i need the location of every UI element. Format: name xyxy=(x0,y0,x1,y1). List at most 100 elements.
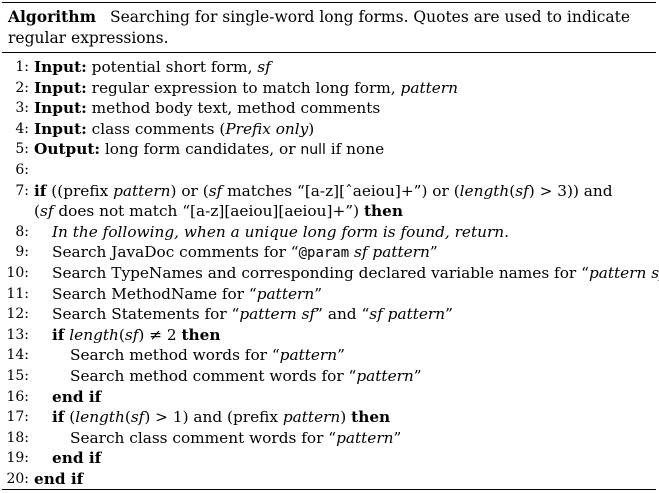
keyword: end if xyxy=(52,387,102,406)
text-run: null xyxy=(300,142,326,159)
algorithm-line: 5: Output: long form candidates, or null … xyxy=(2,139,656,160)
line-text: Search Statements for “pattern sf” and “… xyxy=(52,304,453,325)
text-run: does not match “[a-z][aeiou][aeiou]+”) xyxy=(53,202,364,221)
algorithm-line: (sf does not match “[a-z][aeiou][aeiou]+… xyxy=(2,201,656,222)
line-text: Search method comment words for “pattern… xyxy=(70,366,422,387)
keyword: Input: xyxy=(34,78,87,97)
text-run: matches “[a-z][ˆaeiou]+”) or ( xyxy=(222,181,460,200)
line-text: (sf does not match “[a-z][aeiou][aeiou]+… xyxy=(34,201,403,222)
text-run: ) > 3)) and xyxy=(528,181,613,200)
keyword: if xyxy=(52,408,65,427)
keyword: then xyxy=(363,202,403,221)
caption-text: Searching for single-word long forms. Qu… xyxy=(8,8,631,47)
keyword: if xyxy=(52,325,65,344)
line-text: if ((prefix pattern) or (sf matches “[a-… xyxy=(34,181,613,202)
math-italic: pattern xyxy=(356,366,414,385)
text-run: ) xyxy=(308,119,315,138)
line-number: 1: xyxy=(15,59,29,75)
math-italic: pattern xyxy=(336,428,394,447)
line-text: Output: long form candidates, or null if… xyxy=(34,139,384,161)
math-italic: In the following, when a unique long for… xyxy=(52,222,509,241)
math-italic: pattern sf xyxy=(239,305,316,324)
text-run: ) or ( xyxy=(170,181,209,200)
line-number: 2: xyxy=(15,79,29,96)
algorithm-line: 20: end if xyxy=(2,469,656,490)
text-run: long form candidates, or xyxy=(100,140,301,159)
keyword: Input: xyxy=(34,119,87,138)
algorithm-line: 16: end if xyxy=(2,387,656,408)
line-number: 4: xyxy=(15,120,29,137)
math-italic: Prefix only xyxy=(225,119,309,138)
text-run: ” xyxy=(314,284,323,303)
keyword: Input: xyxy=(34,99,87,118)
algorithm-line: 11: Search MethodName for “pattern” xyxy=(2,284,656,305)
math-italic: pattern sf xyxy=(588,263,659,282)
algorithm-line: 4: Input: class comments (Prefix only) xyxy=(2,119,656,140)
line-number: 19: xyxy=(6,450,29,467)
text-run: Search Statements for “ xyxy=(52,305,240,324)
line-text: end if xyxy=(52,387,101,408)
line-number: 20: xyxy=(6,470,29,487)
text-run: ((prefix xyxy=(46,181,114,200)
text-run: regular expression to match long form, xyxy=(86,78,401,97)
line-text: end if xyxy=(34,469,83,490)
math-italic: sf xyxy=(130,408,145,427)
algorithm-line: 1: Input: potential short form, sf xyxy=(2,57,656,78)
line-text: Search MethodName for “pattern” xyxy=(52,284,322,305)
math-italic: pattern xyxy=(256,284,315,303)
text-run: Search JavaDoc comments for “ xyxy=(52,243,299,262)
keyword: then xyxy=(351,408,391,427)
text-run: @param xyxy=(298,245,350,262)
caption-rule xyxy=(2,52,656,53)
text-run: Search class comment words for “ xyxy=(70,428,337,447)
text-run: ” xyxy=(337,346,345,365)
text-run: method body text, method comments xyxy=(86,99,381,118)
line-text: Input: potential short form, sf xyxy=(34,57,271,78)
text-run: Search method words for “ xyxy=(70,346,280,365)
text-run: ” xyxy=(429,243,438,262)
algorithm-line: 19: end if xyxy=(2,448,656,469)
text-run: Search TypeNames and corresponding decla… xyxy=(52,263,589,282)
line-number: 18: xyxy=(6,429,29,446)
math-italic: pattern xyxy=(400,78,458,97)
keyword: if xyxy=(34,181,47,200)
algorithm-line: 9: Search JavaDoc comments for “@param sf… xyxy=(2,242,656,263)
algorithm-line: 17: if (length(sf) > 1) and (prefix patte… xyxy=(2,407,656,428)
text-run: ” and “ xyxy=(315,305,370,324)
line-text: Search JavaDoc comments for “@param sf p… xyxy=(52,242,438,264)
algorithm-line: 14: Search method words for “pattern” xyxy=(2,345,656,366)
algorithm-caption: Algorithm Searching for single-word long … xyxy=(2,3,656,52)
line-text: if length(sf) ≠ 2 then xyxy=(52,325,221,346)
algorithm-lines: 1: Input: potential short form, sf 2: Input… xyxy=(2,53,659,490)
text-run: ” xyxy=(445,305,453,324)
text-run: if none xyxy=(325,140,385,159)
math-italic: sf xyxy=(124,325,139,344)
line-text: In the following, when a unique long for… xyxy=(52,222,509,243)
keyword: Output: xyxy=(34,140,101,159)
math-italic: sf pattern xyxy=(354,243,430,262)
math-italic: sf xyxy=(515,181,529,200)
line-number: 7: xyxy=(15,182,29,199)
math-italic: pattern xyxy=(113,181,171,200)
text-run: potential short form, xyxy=(86,58,258,76)
text-run: ” xyxy=(413,366,422,385)
math-italic: sf xyxy=(208,181,223,200)
text-run: ( xyxy=(64,408,76,427)
text-run: ( xyxy=(509,181,516,200)
line-number: 11: xyxy=(6,285,29,302)
keyword: Input: xyxy=(34,58,87,76)
text-run: ( xyxy=(118,325,125,344)
text-run: ” xyxy=(393,428,402,447)
line-number: 3: xyxy=(15,100,29,117)
line-number: 17: xyxy=(6,409,29,426)
math-italic: sf xyxy=(257,58,271,76)
line-text: Input: method body text, method comments xyxy=(34,98,380,119)
bottom-rule xyxy=(2,489,656,491)
algorithm-line: 7: if ((prefix pattern) or (sf matches “[… xyxy=(2,181,656,202)
algorithm-line: 3: Input: method body text, method commen… xyxy=(2,98,656,119)
keyword: end if xyxy=(52,449,102,468)
text-run: ) ≠ 2 xyxy=(138,325,182,344)
math-italic: pattern xyxy=(282,408,341,427)
math-italic: length xyxy=(459,181,510,200)
